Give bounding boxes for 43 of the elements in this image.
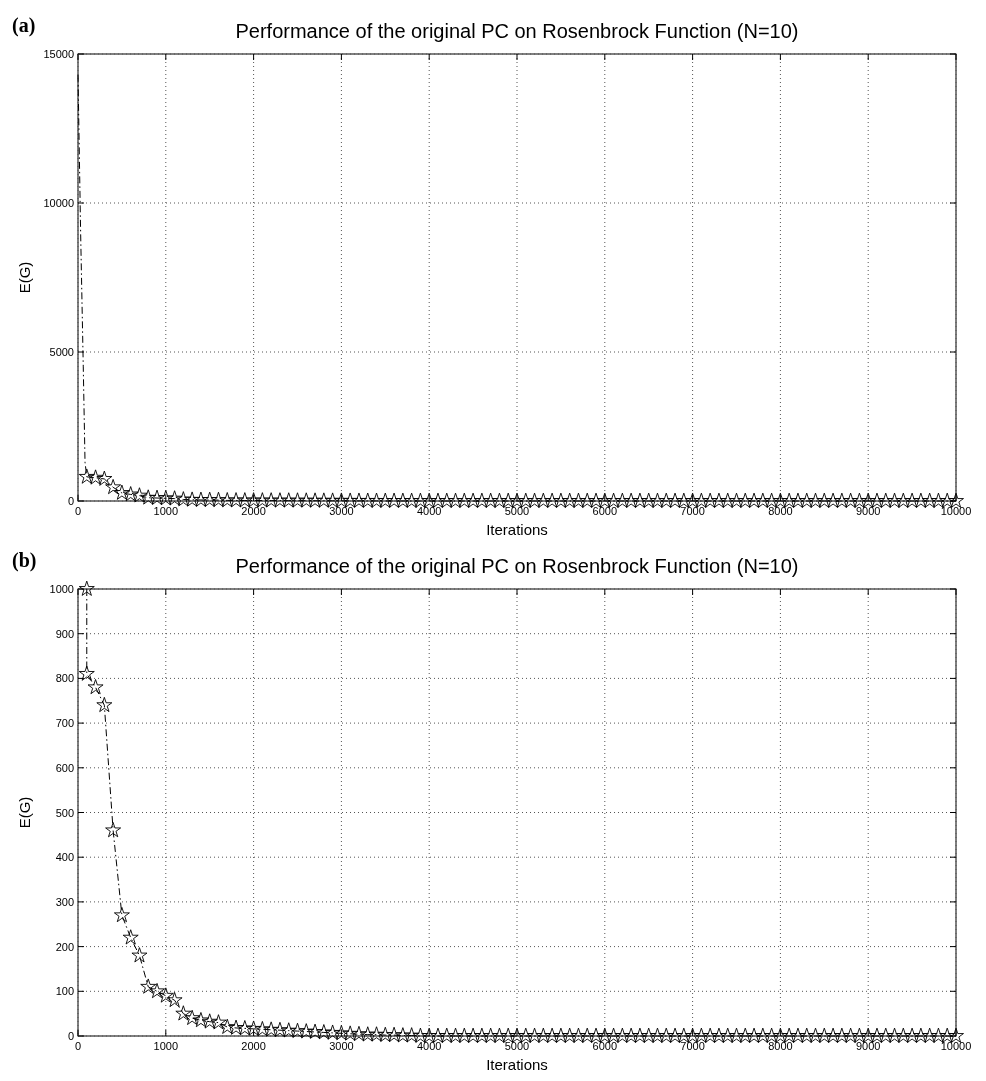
x-tick-label: 7000 xyxy=(680,505,705,517)
y-tick-label: 0 xyxy=(67,1030,74,1042)
y-tick-label: 900 xyxy=(55,627,74,640)
chart-title: Performance of the original PC on Rosenbrock Function (N=10) xyxy=(235,555,799,577)
x-tick-label: 3000 xyxy=(329,1040,354,1052)
y-tick-label: 600 xyxy=(55,761,74,774)
y-tick-label: 200 xyxy=(55,940,74,953)
x-axis-title: Iterations xyxy=(486,1056,548,1073)
x-tick-label: 7000 xyxy=(680,1040,705,1052)
x-tick-label: 1000 xyxy=(153,1040,179,1052)
y-tick-label: 700 xyxy=(55,717,74,730)
y-tick-label: 1000 xyxy=(49,583,74,595)
y-tick-label: 300 xyxy=(55,895,74,908)
x-tick-label: 5000 xyxy=(504,505,530,517)
y-tick-label: 0 xyxy=(67,495,74,507)
x-tick-label: 4000 xyxy=(416,1040,442,1052)
chart-title: Performance of the original PC on Rosenbrock Function (N=10) xyxy=(235,20,799,42)
x-tick-label: 10000 xyxy=(940,505,972,517)
text: (b) xyxy=(12,549,37,572)
x-tick-label: 9000 xyxy=(855,505,881,517)
x-tick-label: 8000 xyxy=(768,505,793,517)
text: (a) xyxy=(12,14,36,37)
y-tick-label: 400 xyxy=(55,851,74,864)
x-tick-label: 6000 xyxy=(592,505,618,517)
y-tick-label: 5000 xyxy=(49,346,74,358)
x-tick-label: 5000 xyxy=(504,1040,530,1052)
x-axis-title: Iterations xyxy=(486,521,548,538)
x-tick-label: 4000 xyxy=(416,505,442,517)
x-tick-label: 2000 xyxy=(241,505,266,517)
x-tick-label: 8000 xyxy=(768,1040,793,1052)
x-tick-label: 1000 xyxy=(153,505,179,517)
x-tick-label: 3000 xyxy=(329,505,354,517)
x-tick-label: 6000 xyxy=(592,1040,618,1052)
x-tick-label: 10000 xyxy=(940,1040,972,1052)
y-axis-title: E(G) xyxy=(16,261,33,294)
y-tick-label: 100 xyxy=(55,985,74,998)
y-tick-label: 15000 xyxy=(43,48,74,60)
y-tick-label: 800 xyxy=(55,672,74,685)
y-tick-label: 10000 xyxy=(43,197,74,209)
x-tick-label: 2000 xyxy=(241,1040,266,1052)
y-tick-label: 500 xyxy=(55,806,74,819)
y-axis-title: E(G) xyxy=(16,796,33,829)
x-tick-label: 9000 xyxy=(855,1040,881,1052)
